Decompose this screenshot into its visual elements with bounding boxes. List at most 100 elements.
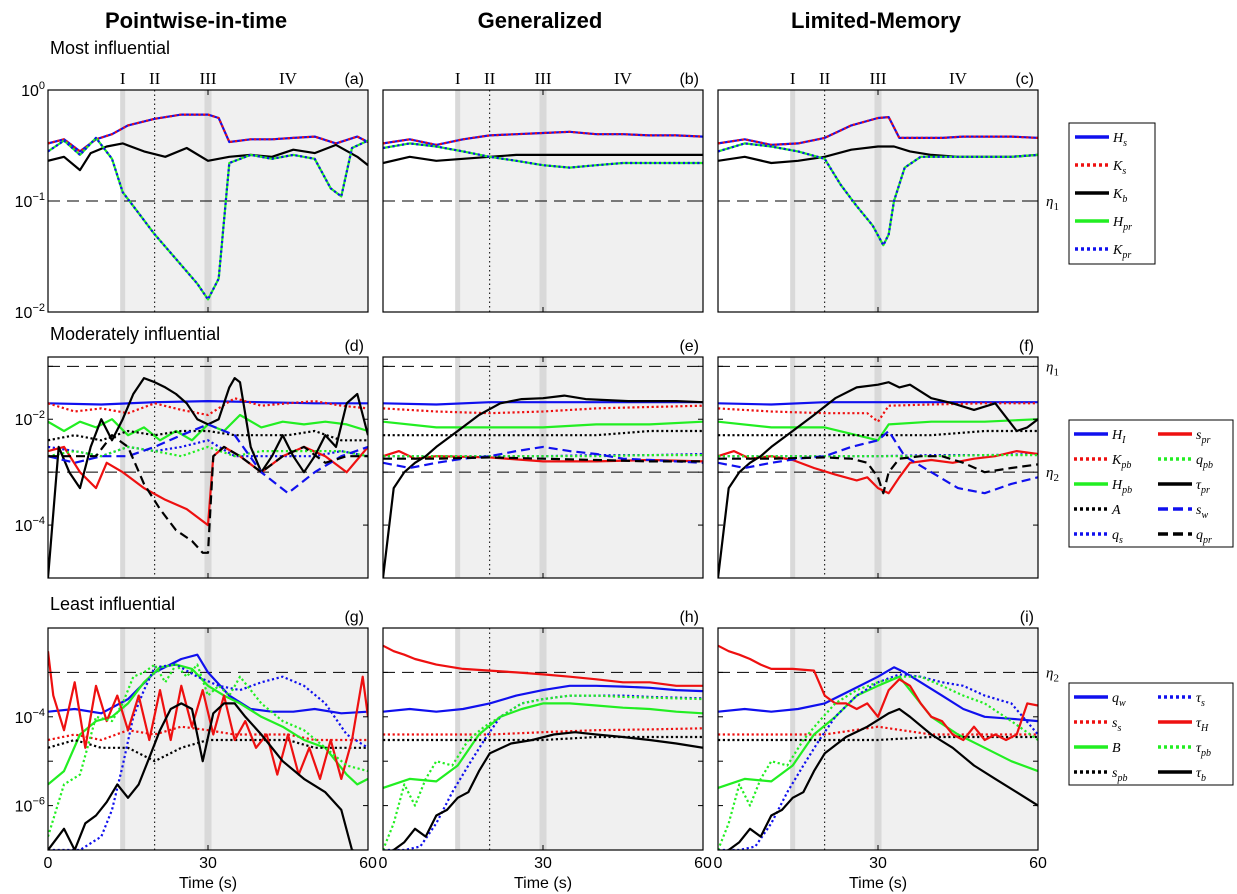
legend-label: τs	[1196, 691, 1205, 709]
panel-label: (c)	[1015, 71, 1034, 88]
series-line	[383, 130, 703, 146]
series-line	[48, 377, 368, 578]
column-title-limited-memory: Limited-Memory	[791, 8, 962, 33]
series-line	[48, 663, 368, 850]
series-line	[48, 429, 368, 442]
row-title-moderate: Moderately influential	[50, 324, 220, 344]
row-title-most: Most influential	[50, 38, 170, 58]
phase-label: IV	[949, 69, 968, 88]
series-line	[718, 381, 1038, 578]
series-line	[48, 413, 368, 442]
series-line	[383, 727, 703, 736]
panel-g: (g) 0 30 60 Time (s) 10−4 10−6	[15, 609, 377, 892]
series-line	[718, 725, 1038, 736]
legend-label: τpb	[1196, 741, 1211, 759]
phase-band-I	[790, 90, 796, 312]
x-tick-label: 30	[534, 855, 552, 872]
series-line	[48, 653, 368, 715]
threshold-label: η1	[1046, 194, 1059, 213]
series-line	[383, 445, 703, 470]
row-title-least: Least influential	[50, 594, 175, 614]
series-line	[718, 429, 1038, 495]
series-line	[383, 684, 703, 713]
series-line	[718, 644, 1038, 742]
legend-label: B	[1112, 741, 1121, 756]
x-tick-label: 0	[44, 855, 53, 872]
series-line	[48, 142, 368, 172]
phase-label: II	[819, 69, 831, 88]
shaded-phase-region	[792, 357, 1038, 578]
legend-label: qpb	[1196, 453, 1213, 471]
series-line	[383, 702, 703, 789]
series-line	[383, 644, 703, 687]
x-axis-label: Time (s)	[514, 875, 572, 892]
series-line	[48, 663, 368, 837]
y-tick-label: 10−2	[15, 302, 45, 322]
series-line	[725, 707, 1038, 850]
series-line	[718, 142, 1038, 247]
x-tick-label: 30	[869, 855, 887, 872]
legend-label: Kb	[1112, 187, 1127, 205]
legend-label: spr	[1196, 428, 1210, 446]
y-tick-label: 100	[21, 80, 45, 100]
x-tick-label: 0	[379, 855, 388, 872]
series-line	[718, 429, 1038, 437]
column-title-generalized: Generalized	[478, 8, 603, 33]
phase-band-I	[790, 357, 796, 578]
series-line	[383, 153, 703, 165]
legend-label: HI	[1111, 428, 1126, 446]
legend-label: qw	[1112, 691, 1126, 709]
legend-label: Kpr	[1112, 243, 1131, 261]
series-line	[718, 735, 1038, 742]
series-line	[718, 454, 1038, 458]
series-line	[718, 455, 1038, 495]
phase-label: III	[535, 69, 552, 88]
legend-label: Kpb	[1111, 453, 1131, 471]
panel-e: (e)	[382, 338, 704, 579]
y-tick-label: 10−6	[15, 796, 45, 816]
series-line	[48, 702, 357, 850]
legend-most-influential: Hs Ks Kb Hpr Kpr	[1068, 122, 1156, 265]
panel-i: (i) 0 30 60 Time (s) η2	[714, 609, 1059, 892]
phase-label: II	[484, 69, 496, 88]
series-line	[383, 456, 703, 463]
series-line	[383, 735, 703, 742]
series-line	[390, 731, 703, 850]
phase-band-I	[120, 357, 126, 578]
phase-label: III	[200, 69, 217, 88]
phase-band-I	[455, 90, 461, 312]
panel-label: (g)	[344, 609, 364, 626]
series-line	[383, 694, 703, 850]
series-line	[383, 142, 703, 169]
panel-label: (e)	[679, 338, 699, 355]
y-tick-label: 10−4	[15, 707, 45, 727]
panel-label: (a)	[344, 71, 364, 88]
legend-box	[1068, 682, 1234, 786]
series-line	[383, 394, 703, 578]
column-title-pointwise: Pointwise-in-time	[105, 8, 287, 33]
series-line	[718, 402, 1038, 423]
legend-label: τb	[1196, 766, 1206, 784]
series-line	[48, 400, 368, 406]
panel-h: (h) 0 30 60 Time (s)	[379, 609, 712, 892]
phase-band-III	[539, 357, 547, 578]
panel-label: (i)	[1020, 609, 1034, 626]
series-line	[718, 673, 1038, 850]
series-line	[48, 397, 368, 417]
y-tick-label: 10−1	[15, 191, 45, 211]
series-line	[48, 445, 368, 458]
shaded-phase-region	[122, 357, 369, 578]
series-line	[718, 666, 1038, 723]
phase-label: II	[149, 69, 161, 88]
legend-label: Ks	[1112, 159, 1126, 177]
x-axis-label: Time (s)	[179, 875, 237, 892]
series-line	[383, 454, 703, 458]
x-tick-label: 60	[1029, 855, 1047, 872]
legend-label: sw	[1196, 503, 1208, 521]
series-line	[48, 434, 368, 554]
phase-band-I	[455, 357, 461, 578]
panel-label: (b)	[679, 71, 699, 88]
